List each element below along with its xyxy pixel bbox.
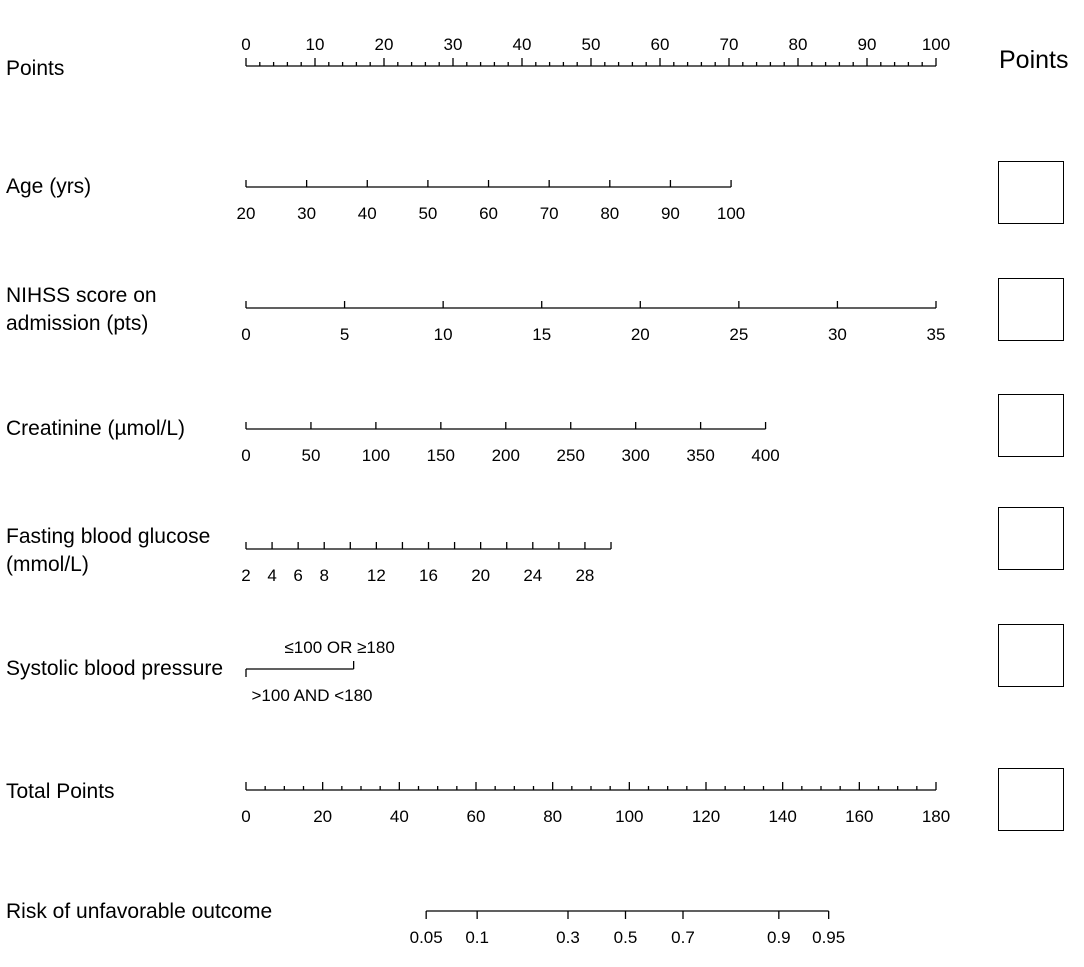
risk-tick-label: 0.05 <box>410 928 443 947</box>
creatinine-tick-label: 0 <box>241 446 250 465</box>
row-label-age: Age (yrs) <box>6 175 92 198</box>
nihss-tick-label: 25 <box>729 325 748 344</box>
age-tick-label: 30 <box>297 204 316 223</box>
total-tick-label: 120 <box>692 807 720 826</box>
entry-box-glucose[interactable] <box>998 507 1064 570</box>
total-tick-label: 160 <box>845 807 873 826</box>
sbp-category-label: >100 AND <180 <box>252 686 373 705</box>
nihss-tick-label: 10 <box>434 325 453 344</box>
points-tick-label: 60 <box>651 35 670 54</box>
risk-tick-label: 0.5 <box>614 928 638 947</box>
age-tick-label: 100 <box>717 204 745 223</box>
sbp-category-label: ≤100 OR ≥180 <box>284 638 394 657</box>
points-tick-label: 10 <box>306 35 325 54</box>
row-label-points: Points <box>6 57 65 80</box>
row-label-nihss: NIHSS score on admission (pts) <box>6 284 157 335</box>
row-label-risk: Risk of unfavorable outcome <box>6 900 273 923</box>
total-tick-label: 0 <box>241 807 250 826</box>
nihss-tick-label: 15 <box>532 325 551 344</box>
nihss-tick-label: 20 <box>631 325 650 344</box>
age-tick-label: 80 <box>600 204 619 223</box>
glucose-tick-label: 16 <box>419 566 438 585</box>
points-header: Points <box>999 46 1069 74</box>
glucose-tick-label: 4 <box>267 566 276 585</box>
entry-box-creatinine[interactable] <box>998 394 1064 457</box>
points-tick-label: 30 <box>444 35 463 54</box>
age-tick-label: 50 <box>418 204 437 223</box>
creatinine-tick-label: 200 <box>492 446 520 465</box>
points-tick-label: 50 <box>582 35 601 54</box>
row-label-total: Total Points <box>6 780 115 803</box>
points-tick-label: 100 <box>922 35 950 54</box>
glucose-tick-label: 2 <box>241 566 250 585</box>
creatinine-tick-label: 100 <box>362 446 390 465</box>
age-tick-label: 70 <box>540 204 559 223</box>
creatinine-tick-label: 350 <box>686 446 714 465</box>
age-tick-label: 40 <box>358 204 377 223</box>
total-tick-label: 40 <box>390 807 409 826</box>
points-tick-label: 0 <box>241 35 250 54</box>
creatinine-tick-label: 150 <box>427 446 455 465</box>
total-tick-label: 80 <box>543 807 562 826</box>
points-tick-label: 80 <box>789 35 808 54</box>
glucose-tick-label: 20 <box>471 566 490 585</box>
glucose-tick-label: 8 <box>319 566 328 585</box>
entry-box-total[interactable] <box>998 768 1064 831</box>
risk-tick-label: 0.1 <box>465 928 489 947</box>
total-tick-label: 140 <box>768 807 796 826</box>
glucose-tick-label: 28 <box>575 566 594 585</box>
glucose-tick-label: 24 <box>523 566 542 585</box>
total-tick-label: 180 <box>922 807 950 826</box>
age-tick-label: 20 <box>237 204 256 223</box>
glucose-tick-label: 12 <box>367 566 386 585</box>
age-tick-label: 60 <box>479 204 498 223</box>
risk-tick-label: 0.9 <box>767 928 791 947</box>
creatinine-tick-label: 400 <box>751 446 779 465</box>
glucose-tick-label: 6 <box>293 566 302 585</box>
entry-box-nihss[interactable] <box>998 278 1064 341</box>
total-tick-label: 60 <box>467 807 486 826</box>
row-label-glucose: Fasting blood glucose (mmol/L) <box>6 525 211 576</box>
creatinine-tick-label: 50 <box>301 446 320 465</box>
nihss-tick-label: 35 <box>927 325 946 344</box>
risk-tick-label: 0.7 <box>671 928 695 947</box>
age-tick-label: 90 <box>661 204 680 223</box>
points-tick-label: 70 <box>720 35 739 54</box>
row-label-creatinine: Creatinine (µmol/L) <box>6 417 185 440</box>
total-tick-label: 20 <box>313 807 332 826</box>
entry-box-age[interactable] <box>998 161 1064 224</box>
creatinine-tick-label: 250 <box>557 446 585 465</box>
risk-tick-label: 0.3 <box>556 928 580 947</box>
creatinine-tick-label: 300 <box>621 446 649 465</box>
nihss-tick-label: 30 <box>828 325 847 344</box>
risk-tick-label: 0.95 <box>812 928 845 947</box>
nihss-tick-label: 0 <box>241 325 250 344</box>
total-tick-label: 100 <box>615 807 643 826</box>
row-label-sbp: Systolic blood pressure <box>6 657 224 680</box>
nihss-tick-label: 5 <box>340 325 349 344</box>
points-tick-label: 90 <box>858 35 877 54</box>
points-tick-label: 20 <box>375 35 394 54</box>
entry-box-sbp[interactable] <box>998 624 1064 687</box>
points-tick-label: 40 <box>513 35 532 54</box>
